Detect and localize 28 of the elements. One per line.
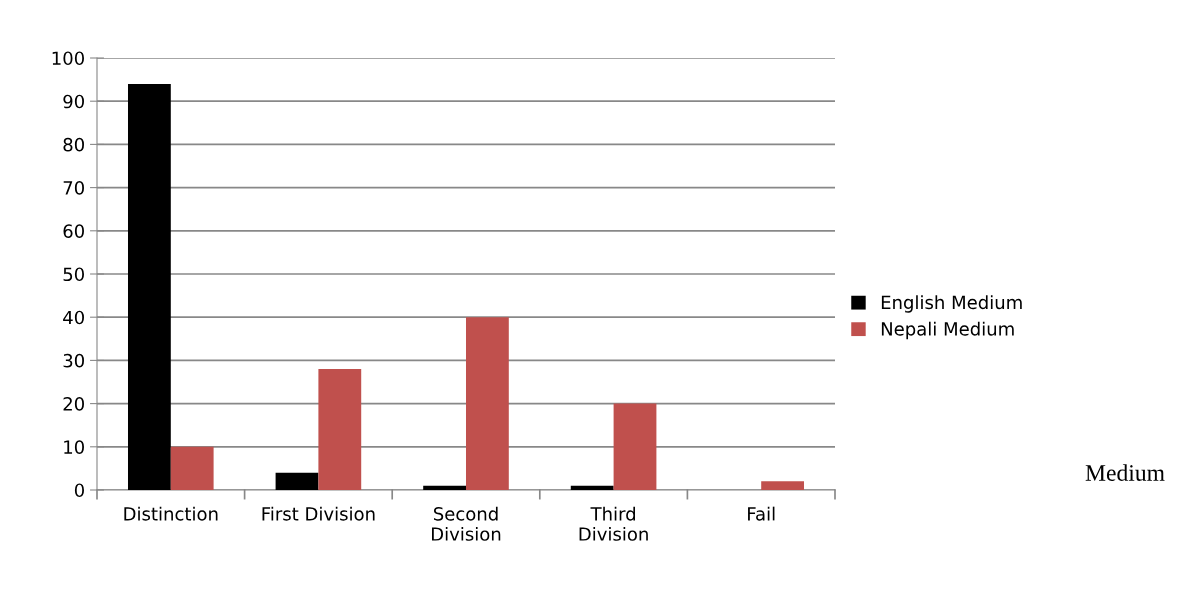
bar [423,485,466,490]
bar [613,403,657,490]
x-tick-label: Fail [748,506,775,521]
bar [170,446,214,490]
y-tick-label: 0 [74,483,84,498]
y-tick-label: 50 [63,267,84,282]
bar [466,317,509,490]
bar [318,369,362,490]
y-tick-label: 80 [63,137,84,152]
y-tick-label: 20 [63,397,84,411]
legend-label: Nepali Medium [881,321,1014,340]
bar [275,472,319,490]
y-tick-label: 30 [63,353,84,368]
x-tick-label: First Division [262,506,375,521]
text: Medium [1085,464,1165,481]
bar [128,83,171,490]
y-tick-label: 100 [52,51,84,66]
bar [761,481,804,490]
legend-label: English Medium [881,295,1022,313]
x-tick-label: Second Division [432,506,501,541]
y-tick-label: 10 [64,440,84,454]
x-tick-label: Distinction [124,506,218,521]
x-tick-label: Third Division [579,506,648,541]
y-tick-label: 90 [63,94,84,109]
y-tick-label: 70 [63,181,84,195]
y-tick-label: 40 [63,310,84,325]
bar [570,485,614,490]
y-tick-label: 60 [63,224,84,238]
